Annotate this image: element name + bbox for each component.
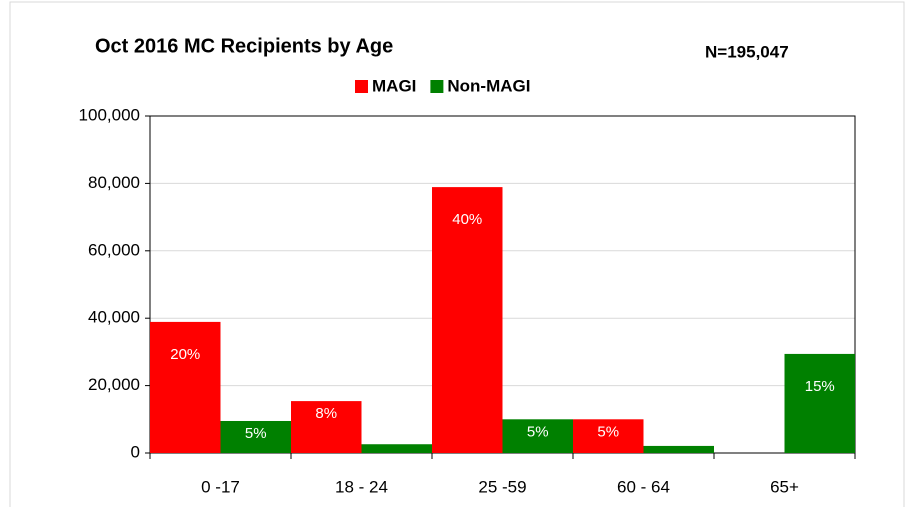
y-tick-label: 0	[131, 442, 140, 461]
x-tick-label: 60 - 64	[617, 477, 670, 496]
data-label: 5%	[527, 423, 549, 440]
bar	[291, 401, 362, 453]
data-label: 20%	[170, 346, 200, 363]
y-tick-label: 60,000	[88, 240, 140, 259]
chart-title: Oct 2016 MC Recipients by Age	[95, 35, 393, 57]
y-tick-label: 80,000	[88, 173, 140, 192]
legend-label: MAGI	[372, 76, 416, 95]
bar	[643, 445, 714, 453]
data-label: 15%	[805, 378, 835, 395]
bar	[150, 321, 221, 453]
bar	[784, 353, 855, 453]
y-tick-label: 40,000	[88, 308, 140, 327]
bar	[573, 419, 644, 453]
bar	[502, 419, 573, 453]
data-label: 8%	[315, 405, 337, 422]
x-tick-label: 18 - 24	[335, 477, 388, 496]
x-tick-label: 0 -17	[201, 477, 240, 496]
legend-swatch	[430, 80, 444, 93]
legend-swatch	[355, 80, 368, 93]
data-label: 5%	[245, 425, 267, 442]
x-tick-label: 65+	[770, 477, 799, 496]
y-tick-label: 20,000	[88, 375, 140, 394]
annotation: N=195,047	[705, 42, 789, 61]
data-label: 40%	[452, 211, 482, 228]
bar	[432, 187, 503, 453]
data-label: 5%	[597, 423, 619, 440]
bar	[220, 420, 291, 453]
x-tick-label: 25 -59	[478, 477, 526, 496]
bar	[361, 444, 432, 453]
legend-label: Non-MAGI	[447, 76, 530, 95]
y-tick-label: 100,000	[79, 105, 140, 124]
